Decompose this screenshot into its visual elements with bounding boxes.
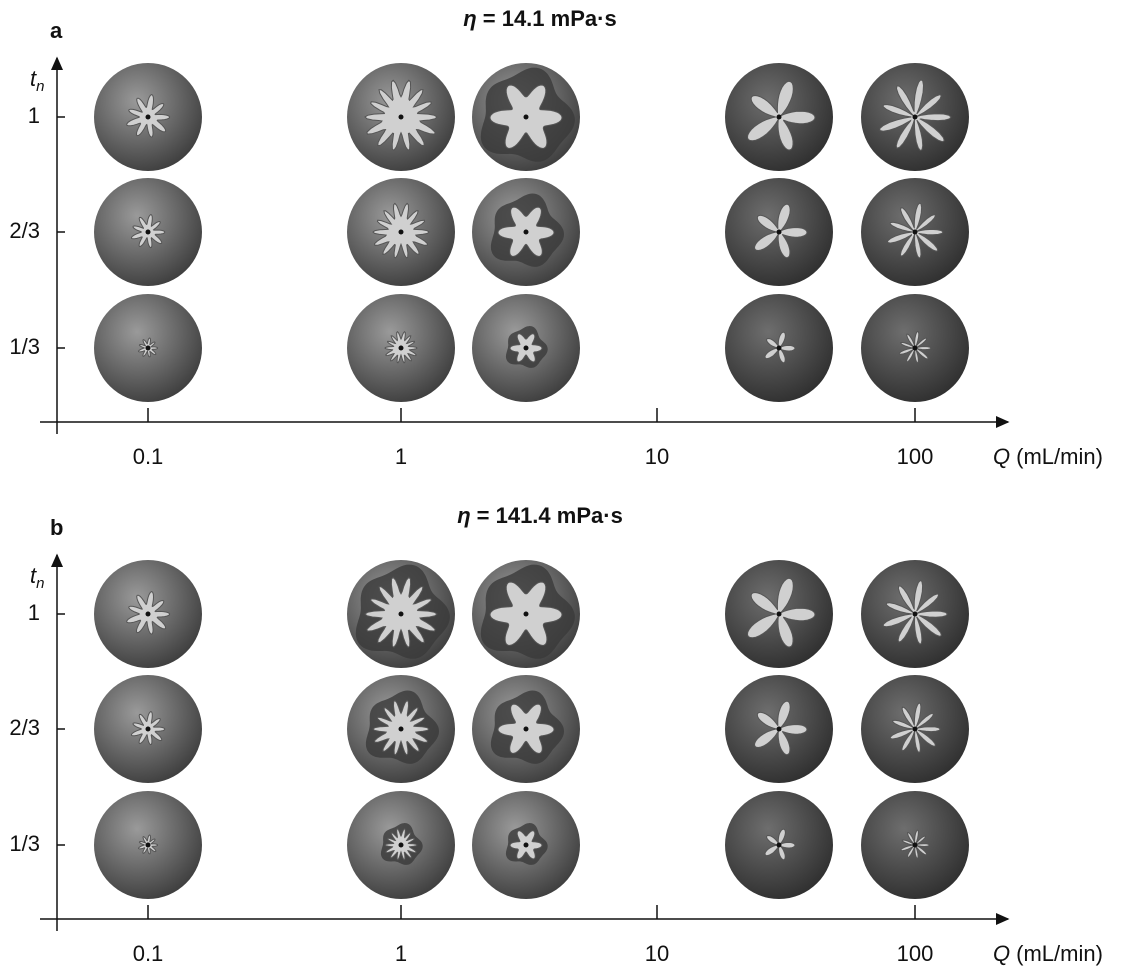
inlet	[146, 843, 151, 848]
inlet	[913, 843, 918, 848]
x-symbol: Q	[993, 444, 1010, 469]
inlet	[524, 230, 529, 235]
inlet	[146, 115, 151, 120]
y-tick-label: 2/3	[9, 218, 40, 243]
inlet	[524, 115, 529, 120]
title-symbol: η	[463, 6, 476, 31]
y-axis-label: tn	[30, 66, 44, 95]
inlet	[146, 612, 151, 617]
inlet	[913, 346, 918, 351]
inlet	[777, 727, 782, 732]
inlet	[524, 612, 529, 617]
y-subscript: n	[36, 575, 44, 592]
inlet	[777, 843, 782, 848]
y-tick-label: 1	[28, 600, 40, 625]
inlet	[777, 115, 782, 120]
inlet	[913, 612, 918, 617]
y-tick-label: 2/3	[9, 715, 40, 740]
y-tick-label: 1/3	[9, 831, 40, 856]
x-symbol: Q	[993, 941, 1010, 966]
inlet	[399, 843, 404, 848]
inlet	[913, 115, 918, 120]
panel-title: η = 141.4 mPa·s	[457, 503, 623, 528]
x-unit: (mL/min)	[1016, 941, 1103, 966]
x-unit: (mL/min)	[1016, 444, 1103, 469]
panel-label: b	[50, 515, 63, 540]
inlet	[399, 230, 404, 235]
y-axis-label: tn	[30, 563, 44, 592]
inlet	[399, 346, 404, 351]
inlet	[777, 230, 782, 235]
inlet	[399, 612, 404, 617]
inlet	[146, 230, 151, 235]
inlet	[777, 612, 782, 617]
inlet	[524, 843, 529, 848]
x-tick-label: 1	[395, 941, 407, 966]
panel-label: a	[50, 18, 63, 43]
inlet	[913, 230, 918, 235]
inlet	[399, 115, 404, 120]
x-tick-label: 0.1	[133, 941, 164, 966]
panel: a η = 14.1 mPa·s tn 1 2/3 1/3 0.1 1 10 100 Q(mL/min…	[9, 6, 1103, 469]
panel: b η = 141.4 mPa·s tn 1 2/3 1/3 0.1 1 10 100 Q(mL/mi…	[9, 503, 1103, 966]
x-tick-label: 10	[645, 941, 669, 966]
y-subscript: n	[36, 78, 44, 95]
x-tick-label: 100	[897, 941, 934, 966]
inlet	[777, 346, 782, 351]
inlet	[399, 727, 404, 732]
inlet	[913, 727, 918, 732]
y-tick-label: 1/3	[9, 334, 40, 359]
x-tick-label: 10	[645, 444, 669, 469]
inlet	[524, 346, 529, 351]
title-text: = 141.4 mPa·s	[477, 503, 623, 528]
panel-title: η = 14.1 mPa·s	[463, 6, 616, 31]
x-tick-label: 1	[395, 444, 407, 469]
title-text: = 14.1 mPa·s	[483, 6, 617, 31]
figure: aη= 14.1 mPa·stn12/31/30.1110100Q(mL/min…	[0, 0, 1137, 974]
inlet	[524, 727, 529, 732]
title-symbol: η	[457, 503, 470, 528]
inlet	[146, 346, 151, 351]
inlet	[146, 727, 151, 732]
x-tick-label: 0.1	[133, 444, 164, 469]
x-axis-label: Q(mL/min)	[993, 941, 1103, 966]
x-axis-label: Q(mL/min)	[993, 444, 1103, 469]
x-tick-label: 100	[897, 444, 934, 469]
y-tick-label: 1	[28, 103, 40, 128]
